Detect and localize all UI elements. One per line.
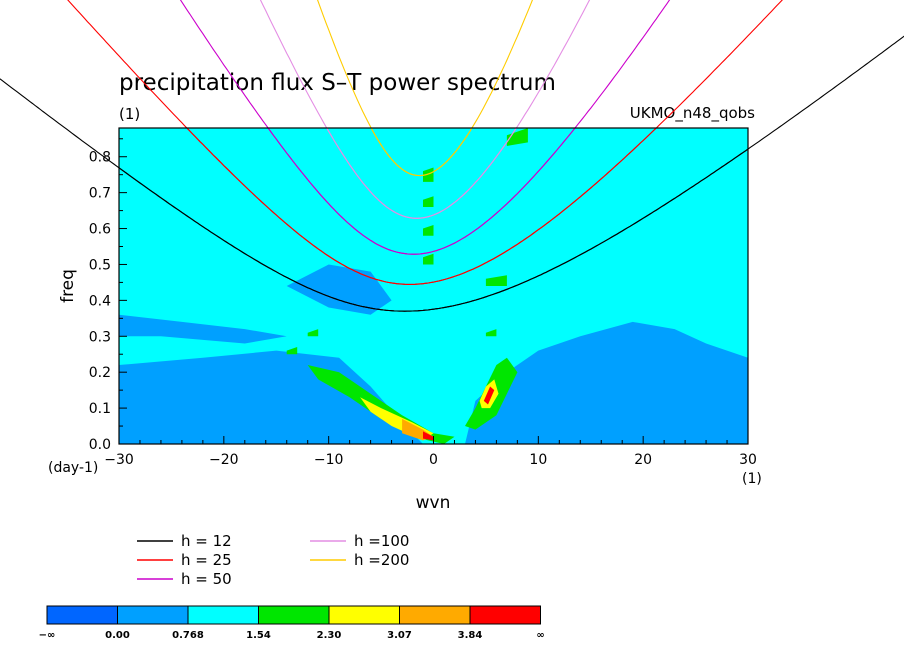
x-tick-label: 10 — [529, 452, 547, 468]
region-upper-green-6 — [423, 196, 434, 207]
region-upper-green-5 — [423, 167, 434, 182]
x-tick-label: 0 — [429, 452, 438, 468]
region-kelvin-band-peak — [423, 431, 434, 441]
region-upper-green-8 — [423, 253, 434, 265]
curve-h25-extension — [67, 0, 783, 285]
legend-label-h50: h = 50 — [181, 570, 232, 588]
x-tick-label: −20 — [209, 452, 239, 468]
colorbar-swatch — [117, 605, 189, 625]
x-tick-label: −30 — [104, 452, 134, 468]
colorbar-label: 0.768 — [172, 630, 204, 641]
y-tick-label: 0.1 — [89, 401, 111, 417]
curve-h200-extension — [317, 0, 534, 177]
y-tick-label: 0.6 — [89, 222, 111, 238]
y-tick-label: 0.2 — [89, 365, 111, 381]
spectral-regions — [119, 128, 748, 444]
region-upper-green-3 — [485, 329, 497, 337]
legend-label-h100: h =100 — [354, 532, 409, 550]
region-low-power-west-upper — [119, 314, 287, 344]
x-axis-unit: (1) — [742, 471, 762, 487]
y-tick-label: 0.5 — [89, 257, 111, 273]
legend-label-h25: h = 25 — [181, 551, 232, 569]
region-upper-green-1 — [506, 128, 528, 146]
colorbar: −∞ 0.00 0.768 1.54 2.30 3.07 3.84 ∞ — [39, 605, 545, 641]
y-tick-label: 0.7 — [89, 186, 111, 202]
colorbar-swatch — [46, 605, 118, 625]
curve-h50-extension — [179, 0, 671, 255]
colorbar-swatch — [469, 605, 541, 625]
region-upper-green-9 — [286, 347, 298, 355]
colorbar-swatch — [328, 605, 400, 625]
colorbar-label: 1.54 — [246, 630, 271, 641]
y-axis-unit: (day-1) — [48, 460, 98, 476]
legend-label-h12: h = 12 — [181, 532, 232, 550]
x-tick-label: 30 — [739, 452, 757, 468]
colorbar-swatch — [187, 605, 259, 625]
colorbar-label: 0.00 — [105, 630, 130, 641]
colorbar-label: 2.30 — [317, 630, 342, 641]
colorbar-label: −∞ — [39, 630, 56, 641]
region-upper-green-4 — [307, 329, 319, 337]
chart-subtitle-right: UKMO_n48_qobs — [630, 104, 755, 123]
chart-title: precipitation flux S–T power spectrum — [119, 70, 556, 96]
x-axis-label: wvn — [416, 493, 451, 513]
legend-label-h200: h =200 — [354, 551, 409, 569]
axes: −30 −20 −10 0 10 20 30 0.0 0.1 0.2 0.3 0.4 0.5 0.6 0.7… — [89, 127, 757, 468]
region-low-power-central — [286, 264, 392, 315]
region-upper-green-7 — [423, 225, 434, 236]
colorbar-swatch — [399, 605, 471, 625]
region-kelvin-band-low — [307, 365, 455, 444]
y-tick-label: 0.0 — [89, 437, 111, 453]
colorbar-label: 3.84 — [458, 630, 483, 641]
colorbar-swatch — [258, 605, 330, 625]
y-tick-label: 0.3 — [89, 329, 111, 345]
colorbar-label: 3.07 — [387, 630, 412, 641]
y-axis-label: freq — [58, 269, 78, 303]
x-tick-label: −10 — [314, 452, 344, 468]
y-tick-label: 0.4 — [89, 293, 111, 309]
region-east-band-peak — [483, 386, 495, 405]
colorbar-label: ∞ — [536, 630, 544, 641]
plot-area — [0, 0, 904, 444]
x-tick-label: 20 — [634, 452, 652, 468]
region-low-power-west — [119, 350, 423, 444]
region-low-power-east — [465, 321, 748, 444]
chart-subtitle-left: (1) — [119, 105, 140, 123]
y-tick-label: 0.8 — [89, 150, 111, 166]
region-upper-green-2 — [485, 275, 507, 286]
curve-h100-extension — [259, 0, 591, 219]
